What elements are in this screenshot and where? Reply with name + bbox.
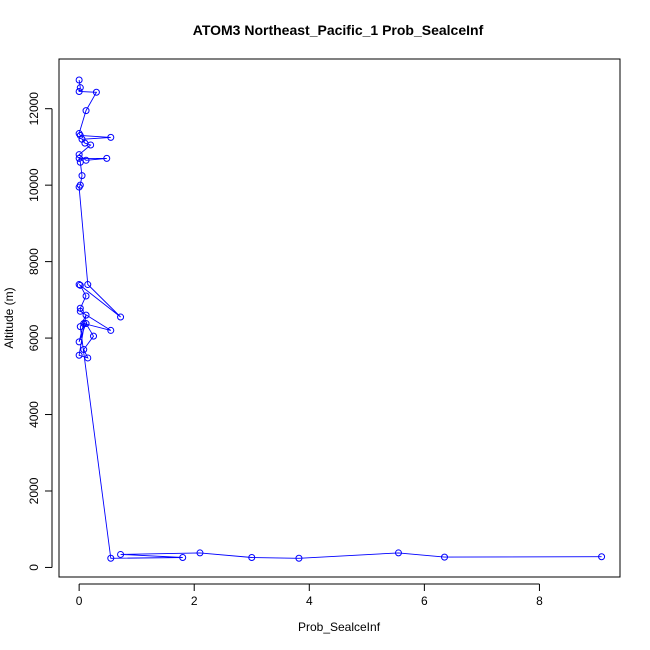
data-point-0-2	[75, 87, 83, 95]
data-point-0-43	[441, 553, 449, 561]
x-axis-label: Prob_SealceInf	[298, 620, 381, 634]
data-point-0-15	[76, 158, 84, 166]
data-point-0-6	[76, 131, 84, 139]
data-point-0-44	[598, 553, 606, 561]
data-point-0-26	[107, 326, 115, 334]
x-tick-label-1: 2	[191, 594, 198, 608]
x-tick-label-2: 4	[306, 594, 313, 608]
data-point-0-0	[75, 76, 83, 84]
x-tick-label-0: 0	[76, 594, 83, 608]
data-point-0-20	[117, 313, 125, 321]
plot-frame	[58, 58, 621, 578]
y-tick-label-5: 10000	[27, 168, 41, 202]
y-axis-label: Altitude (m)	[2, 287, 16, 348]
data-point-0-42	[394, 549, 402, 557]
data-point-0-34	[82, 311, 90, 319]
series-line-0	[78, 79, 602, 559]
x-tick-label-4: 8	[536, 594, 543, 608]
data-point-0-7	[107, 133, 115, 141]
data-point-0-1	[76, 84, 84, 92]
x-axis: 0 2 4 6 8	[76, 583, 543, 608]
y-tick-label-0: 0	[27, 564, 41, 571]
data-point-0-37	[179, 554, 187, 562]
data-point-0-18	[75, 183, 83, 191]
data-point-0-13	[103, 154, 111, 162]
y-tick-label-1: 2000	[27, 477, 41, 504]
data-point-0-30	[90, 332, 98, 340]
data-point-0-23	[82, 292, 90, 300]
data-point-0-29	[82, 320, 90, 328]
data-point-0-3	[92, 88, 100, 96]
data-point-0-35	[76, 323, 84, 331]
data-point-0-25	[76, 307, 84, 315]
y-axis: 0 2000 4000 6000 8000 10000 12000	[27, 92, 53, 571]
data-point-0-22	[76, 281, 84, 289]
series-layer	[75, 76, 606, 562]
x-tick-label-3: 6	[421, 594, 428, 608]
data-point-0-39	[196, 549, 204, 557]
data-point-0-33	[75, 351, 83, 359]
data-point-0-28	[75, 338, 83, 346]
data-point-0-24	[76, 304, 84, 312]
y-tick-label-4: 8000	[27, 248, 41, 275]
data-point-0-31	[80, 346, 88, 354]
data-point-0-38	[117, 550, 125, 558]
data-point-0-41	[295, 554, 303, 562]
data-point-0-14	[75, 154, 83, 162]
chart-title: ATOM3 Northeast_Pacific_1 Prob_SealceInf	[193, 22, 484, 38]
data-point-0-40	[248, 554, 256, 562]
data-point-0-19	[84, 281, 92, 289]
data-point-0-32	[84, 354, 92, 362]
data-point-0-4	[82, 107, 90, 115]
y-tick-label-6: 12000	[27, 92, 41, 126]
data-point-0-11	[75, 151, 83, 159]
data-point-0-10	[87, 141, 95, 149]
data-point-0-36	[107, 554, 115, 562]
data-point-0-16	[78, 172, 86, 180]
data-point-0-21	[75, 281, 83, 289]
y-tick-label-2: 4000	[27, 401, 41, 428]
y-tick-label-3: 6000	[27, 324, 41, 351]
